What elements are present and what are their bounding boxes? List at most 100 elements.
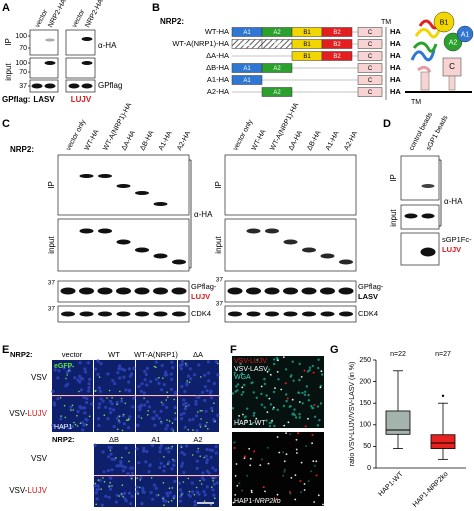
cell-spot (231, 392, 235, 395)
ha-tag: HA (390, 51, 401, 60)
cell-spot (242, 390, 245, 394)
cell-spot (128, 415, 132, 419)
cell-spot (307, 399, 311, 402)
cell-spot (138, 486, 141, 489)
band (320, 253, 335, 259)
cell-spot (289, 492, 292, 495)
cell-spot (94, 491, 98, 495)
cell-spot (233, 441, 235, 444)
cell-spot (310, 470, 313, 473)
cell-spot (207, 428, 209, 430)
cell-spot (188, 381, 191, 384)
label-part: LUJV (27, 486, 47, 495)
cell-spot (212, 480, 214, 482)
cell-spot (124, 388, 128, 392)
cell-spot (201, 471, 205, 475)
band (81, 83, 93, 89)
cell-spot (289, 433, 292, 436)
cell-spot (205, 447, 209, 452)
cell-spot (80, 421, 85, 425)
gp-label: LUJV (71, 95, 92, 104)
cell-spot (308, 366, 312, 369)
cell-spot (118, 419, 120, 422)
cell-spot (67, 426, 71, 430)
cell-spot (250, 422, 254, 426)
cell-spot (112, 408, 116, 412)
cell-spot (164, 427, 168, 431)
band (246, 228, 261, 234)
row-label: IP (214, 181, 223, 189)
cell-spot (180, 493, 183, 496)
lane-label: A2-HA (176, 130, 192, 152)
cell-spot (101, 450, 105, 454)
lane-label: NRP2-HA (47, 0, 68, 29)
cell-spot (242, 413, 244, 416)
cell-spot (73, 421, 75, 424)
column-label: ΔA (193, 350, 203, 359)
cell-spot (163, 373, 167, 377)
lane-label: WT-HA (251, 128, 268, 151)
band (301, 287, 317, 295)
cell-spot (267, 368, 271, 371)
channel-label: WGA (234, 374, 251, 381)
cell-spot (149, 491, 153, 495)
band (116, 184, 131, 188)
cell-spot (118, 364, 122, 368)
cell-spot (296, 452, 298, 454)
label-part: VSV- (9, 486, 28, 495)
cell-spot (162, 464, 166, 468)
cell-spot (298, 416, 301, 419)
band (81, 37, 93, 41)
cell-line-label: HAP1 (54, 424, 72, 431)
band (79, 287, 94, 295)
panel-label: G (330, 344, 339, 356)
cell-spot (106, 417, 110, 421)
cell-spot (114, 500, 118, 504)
cell-spot (115, 457, 117, 459)
cell-spot (143, 403, 147, 407)
cell-spot (159, 409, 163, 413)
cell-spot (173, 392, 177, 396)
cell-spot (266, 446, 269, 449)
cell-spot (210, 406, 214, 410)
cell-spot (140, 417, 143, 419)
mw-marker: 100 (15, 33, 27, 40)
cell-spot (167, 447, 170, 449)
cell-spot (86, 361, 90, 365)
row-label: IP (4, 38, 13, 46)
cell-spot (284, 382, 287, 385)
ha-tag: HA (390, 87, 401, 96)
cell-spot (243, 383, 246, 387)
domain-box (357, 63, 383, 73)
cell-spot (82, 395, 86, 399)
label-part: HAP1- (234, 498, 255, 505)
cell-spot (169, 446, 173, 450)
cell-spot (108, 407, 112, 411)
label-part: LUJV (27, 409, 47, 418)
cell-spot (96, 372, 100, 376)
cell-spot (250, 489, 253, 492)
cell-spot (283, 424, 286, 427)
cell-spot (241, 489, 244, 492)
cell-spot (64, 416, 67, 419)
band (228, 311, 242, 317)
cell-spot (268, 421, 271, 425)
y-axis-label: ratio VSV-LUJV/VSV-LASV (in %) (349, 362, 356, 467)
cell-spot (170, 377, 174, 381)
cell-spot (162, 383, 166, 387)
label-part: VSV-LASV (234, 366, 268, 373)
cell-spot (51, 389, 55, 393)
cell-spot (277, 359, 279, 362)
domain-label: A2 (273, 90, 281, 96)
band (171, 287, 187, 295)
cell-spot (83, 367, 87, 371)
cell-spot (266, 411, 269, 413)
cell-spot (298, 413, 301, 416)
cell-spot (216, 373, 220, 377)
lane-label: WT-HA (84, 128, 101, 151)
cell-spot (158, 465, 162, 470)
cell-spot (160, 363, 164, 368)
cell-spot (193, 493, 196, 496)
cell-spot (115, 400, 119, 405)
cell-spot (275, 497, 278, 500)
